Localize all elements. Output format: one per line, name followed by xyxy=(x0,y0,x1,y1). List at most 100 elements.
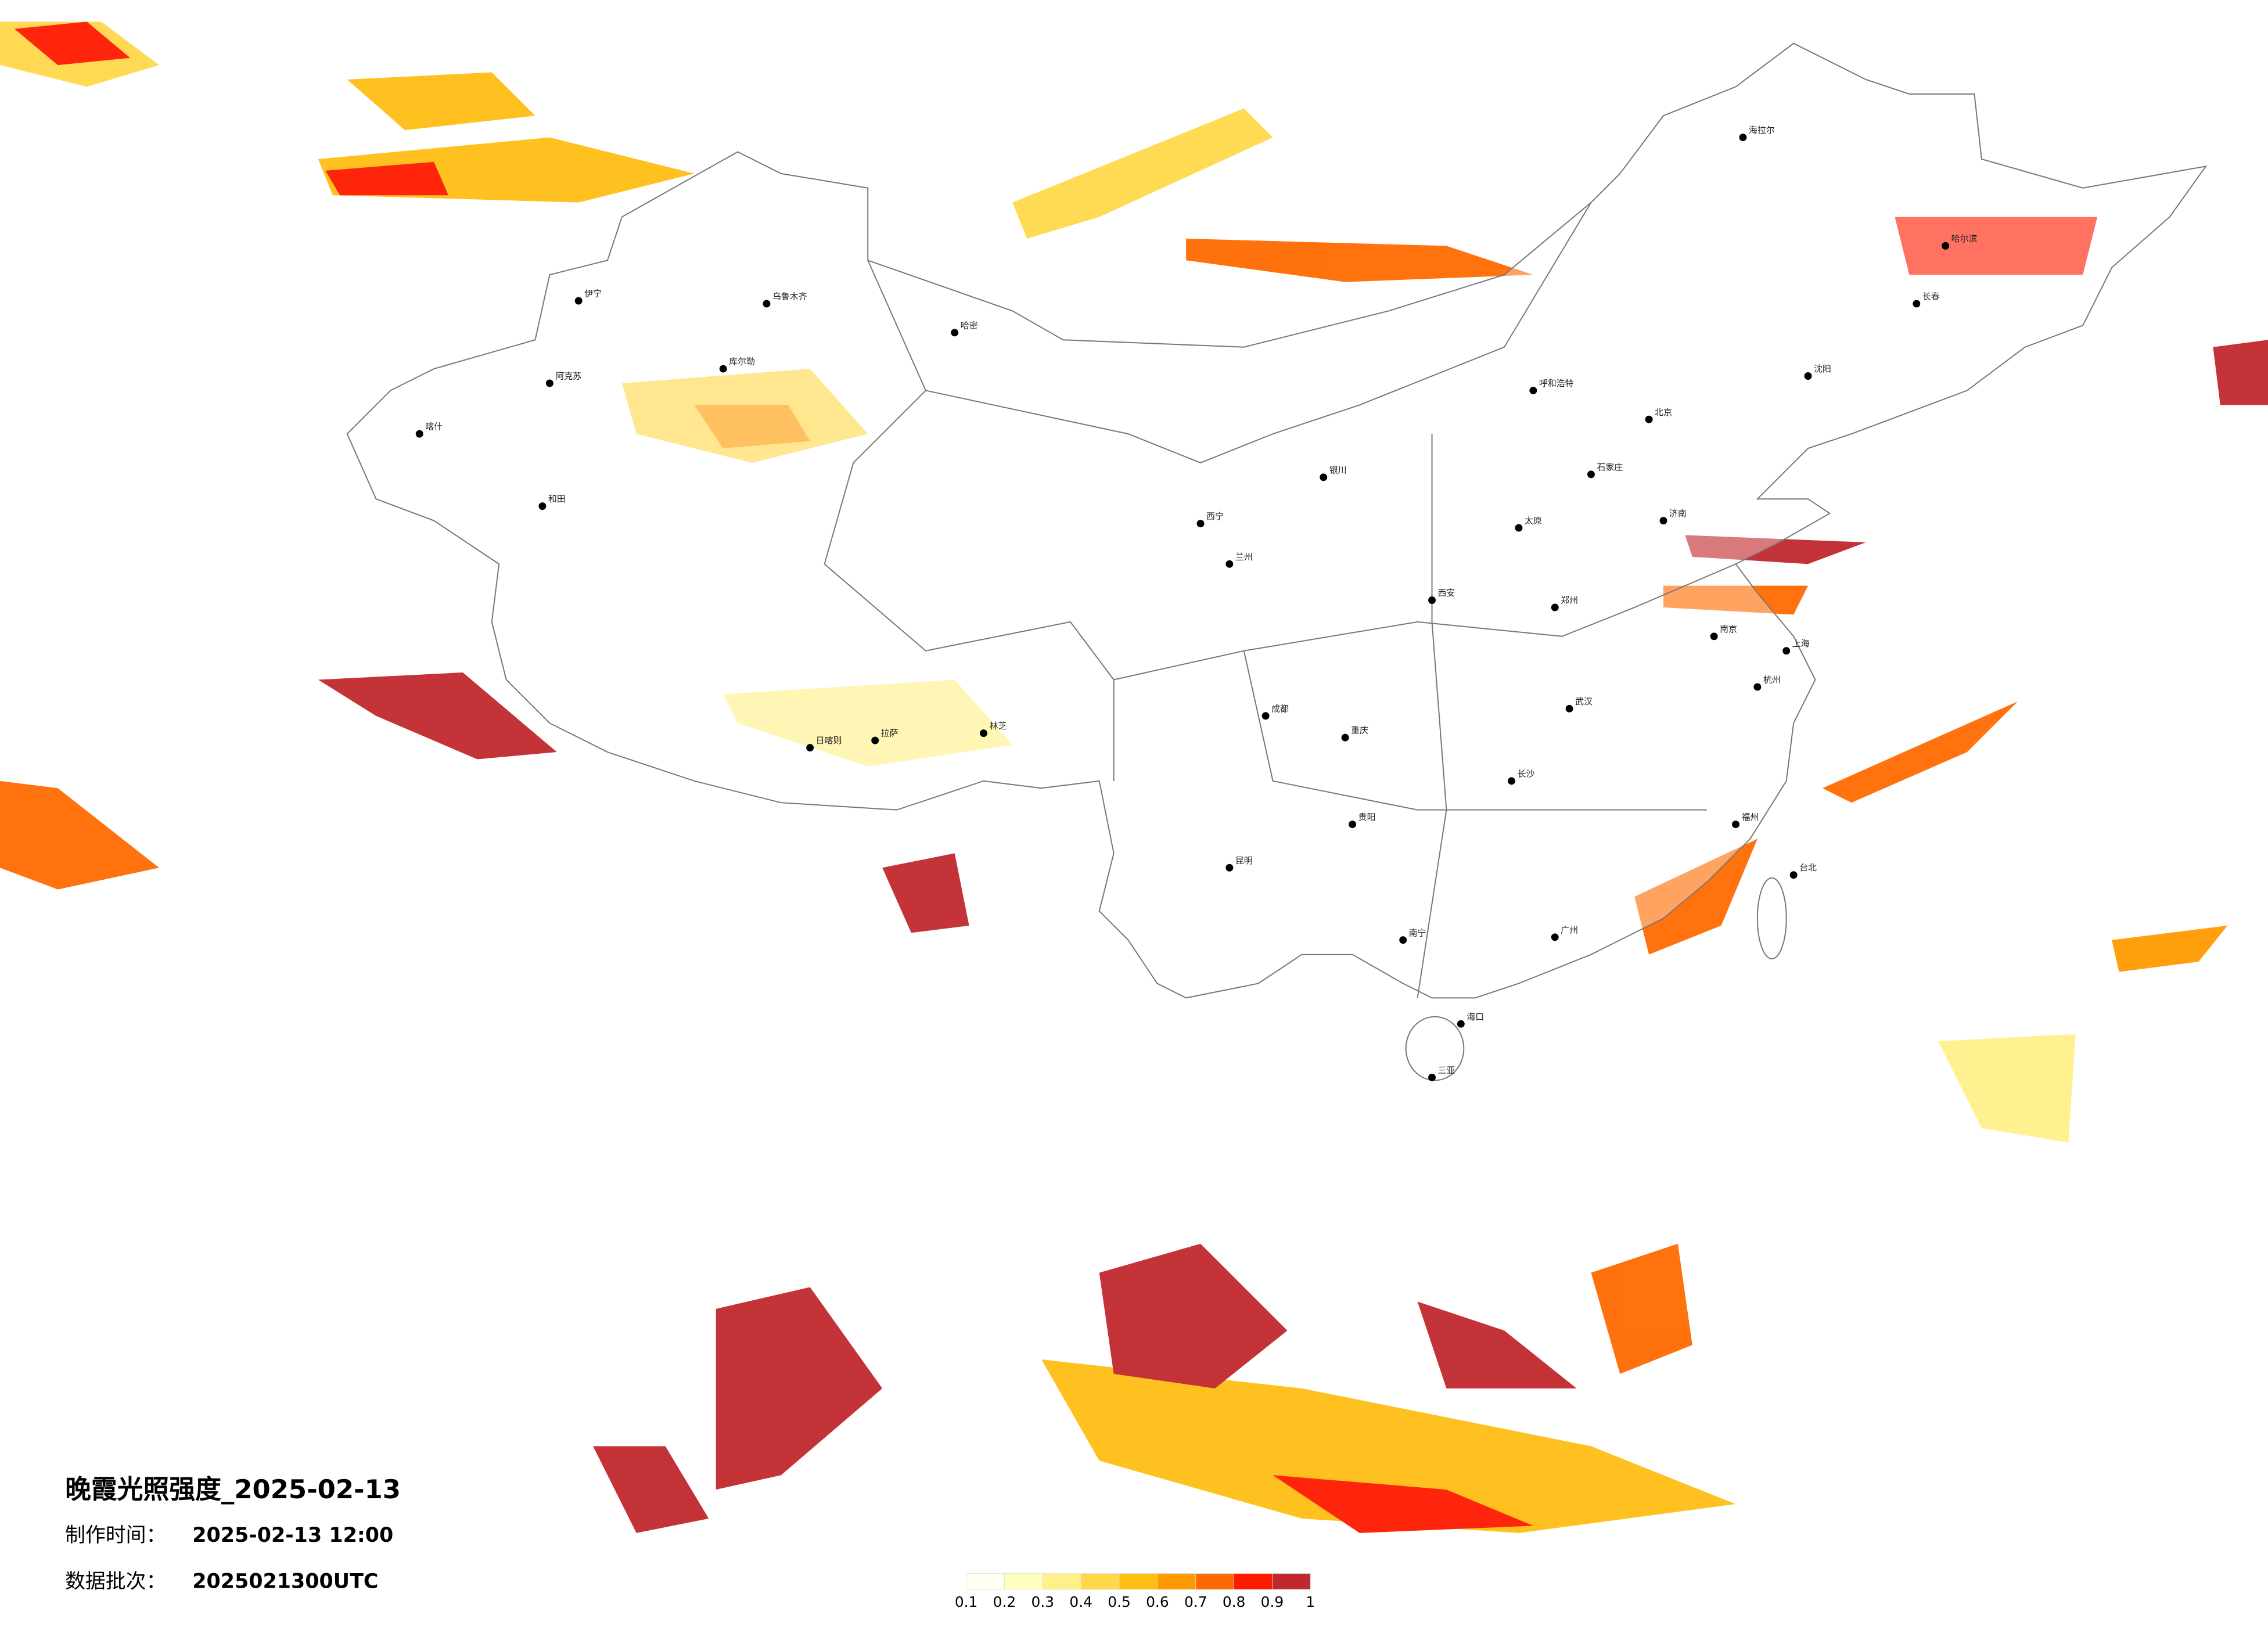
city-dot xyxy=(1349,821,1357,829)
island-outline xyxy=(1405,1016,1465,1081)
city-label: 兰州 xyxy=(1235,552,1253,562)
city-dot xyxy=(1320,473,1328,481)
colorbar-tick-label: 0.9 xyxy=(1261,1593,1284,1610)
heat-patch xyxy=(593,1446,709,1533)
colorbar-tick-label: 0.8 xyxy=(1223,1593,1246,1610)
city-label: 西安 xyxy=(1437,588,1455,598)
city-dot xyxy=(415,430,423,438)
city-dot xyxy=(1913,300,1921,308)
colorbar-tick-label: 0.4 xyxy=(1069,1593,1092,1610)
heat-patch xyxy=(1938,1034,2076,1143)
city-dot xyxy=(1732,821,1739,829)
city-label: 沈阳 xyxy=(1814,364,1831,374)
colorbar-tick-label: 0.5 xyxy=(1108,1593,1131,1610)
province-border xyxy=(1417,434,1447,998)
city-label: 银川 xyxy=(1329,465,1347,475)
heat-patch xyxy=(14,21,131,66)
city-dot xyxy=(1645,415,1653,423)
colorbar-tick-label: 0.7 xyxy=(1184,1593,1207,1610)
heat-patch xyxy=(1663,585,1809,615)
colorbar-swatch xyxy=(1234,1573,1273,1590)
city-dot xyxy=(980,729,987,738)
city-dot xyxy=(806,744,814,752)
city-dot xyxy=(1428,596,1436,605)
heat-patch xyxy=(1273,1475,1533,1533)
colorbar-swatch xyxy=(1195,1573,1234,1590)
heat-patch xyxy=(1041,1359,1736,1533)
city-dot xyxy=(1551,933,1559,941)
heat-patch xyxy=(318,672,557,760)
heat-patch xyxy=(723,679,1013,767)
city-dot xyxy=(1804,372,1812,380)
city-dot xyxy=(871,736,879,744)
heat-layer xyxy=(0,21,2268,1533)
colorbar-tick-label: 0.2 xyxy=(993,1593,1016,1610)
city-label: 南宁 xyxy=(1409,927,1426,938)
country-outline xyxy=(346,42,2208,999)
city-dot xyxy=(1428,1073,1436,1081)
city-label: 贵阳 xyxy=(1358,812,1376,822)
city-dot xyxy=(763,300,771,308)
city-dot xyxy=(1225,560,1234,568)
city-label: 济南 xyxy=(1669,508,1687,519)
city-dot xyxy=(545,379,553,387)
city-label: 库尔勒 xyxy=(729,357,755,367)
city-label: 喀什 xyxy=(425,422,443,432)
city-dot xyxy=(1710,632,1718,641)
city-label: 和田 xyxy=(548,494,566,504)
colorbar-swatch xyxy=(1004,1573,1043,1590)
heat-patch xyxy=(1099,1243,1288,1388)
city-label: 海拉尔 xyxy=(1749,125,1775,135)
borders xyxy=(346,42,2208,1081)
batch-label: 数据批次： xyxy=(65,1570,166,1593)
colorbar-swatch xyxy=(1042,1573,1081,1590)
heat-patch xyxy=(1634,839,1757,955)
city-label: 南京 xyxy=(1720,624,1737,634)
made-time: 2025-02-13 12:00 xyxy=(192,1524,393,1547)
city-label: 太原 xyxy=(1525,516,1542,526)
city-dot xyxy=(1753,683,1762,691)
city-label: 林芝 xyxy=(989,721,1007,731)
batch: 2025021300UTC xyxy=(192,1570,378,1593)
heat-patch xyxy=(1895,217,2098,275)
city-label: 杭州 xyxy=(1763,674,1781,685)
city-dot xyxy=(1508,777,1515,785)
heat-patch xyxy=(2112,925,2228,972)
heat-patch xyxy=(716,1287,883,1490)
colorbar-tick-label: 0.3 xyxy=(1031,1593,1055,1610)
colorbar-swatch xyxy=(966,1573,1005,1590)
heat-patch xyxy=(1417,1301,1577,1388)
city-label: 武汉 xyxy=(1575,696,1593,707)
province-border xyxy=(1243,650,1707,811)
city-dot xyxy=(574,297,583,305)
heat-patch xyxy=(0,780,159,890)
city-dot xyxy=(1782,647,1791,655)
city-label: 广州 xyxy=(1561,924,1578,935)
city-dot xyxy=(1659,517,1667,525)
city-label: 阿克苏 xyxy=(555,370,581,381)
heat-patch xyxy=(325,161,449,196)
city-label: 西宁 xyxy=(1206,511,1224,521)
colorbar-swatch xyxy=(1119,1573,1158,1590)
heat-patch xyxy=(1822,701,2018,803)
city-dot xyxy=(1529,386,1537,394)
title: 晚霞光照强度_2025-02-13 xyxy=(65,1474,401,1505)
colorbar: 0.1 0.2 0.3 0.4 0.5 0.6 0.7 0.8 0.9 1 xyxy=(955,1573,1315,1610)
city-dot xyxy=(1399,936,1407,944)
colorbar-swatch xyxy=(1157,1573,1196,1590)
heat-patch xyxy=(1012,108,1273,239)
heat-patch xyxy=(1186,238,1533,282)
city-label: 哈尔滨 xyxy=(1951,233,1978,244)
city-dot xyxy=(1551,603,1559,611)
heat-patch xyxy=(347,72,535,131)
city-label: 伊宁 xyxy=(584,289,602,299)
island-outline xyxy=(1756,877,1787,960)
heat-patch xyxy=(694,405,810,449)
city-dot xyxy=(1942,242,1950,250)
city-dot xyxy=(538,502,547,510)
province-border xyxy=(925,202,1592,464)
city-label: 日喀则 xyxy=(816,735,842,746)
